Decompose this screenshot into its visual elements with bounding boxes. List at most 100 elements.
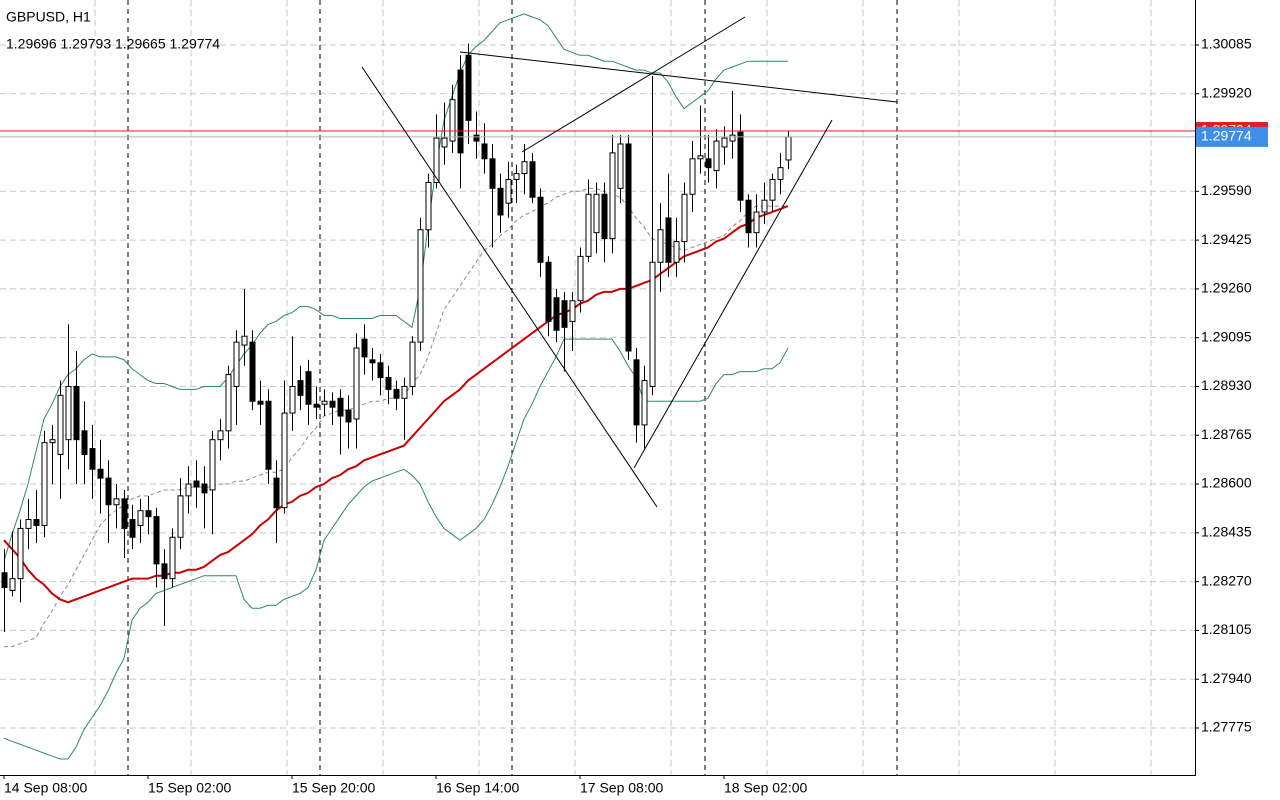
trendline	[633, 119, 833, 469]
candle-body	[457, 69, 464, 154]
candle-body	[753, 211, 760, 234]
candle-body	[673, 241, 680, 263]
candle-body	[705, 158, 712, 169]
candle-body	[409, 341, 416, 387]
candle-body	[561, 300, 568, 328]
candle-body	[697, 155, 704, 160]
candle-body	[145, 510, 152, 518]
candle-body	[113, 498, 120, 506]
x-tick-label: 17 Sep 08:00	[580, 780, 664, 796]
chart-title: GBPUSD, H1	[6, 9, 91, 25]
y-tick-label: 1.29920	[1201, 84, 1252, 100]
candle-body	[393, 388, 400, 399]
candle-body	[161, 563, 168, 580]
x-tick-label: 16 Sep 14:00	[436, 780, 520, 796]
candle-body	[761, 199, 768, 213]
candle-body	[665, 217, 672, 263]
candle-body	[353, 347, 360, 420]
period-separators	[127, 0, 898, 775]
candle-body	[193, 480, 200, 488]
candle-body	[385, 377, 392, 390]
candle-body	[297, 380, 304, 396]
candle-body	[577, 255, 584, 302]
candle-body	[521, 161, 528, 175]
y-tick-label: 1.28270	[1201, 572, 1252, 588]
candle-body	[369, 359, 376, 364]
candle-body	[497, 187, 504, 216]
candle-body	[97, 468, 104, 479]
y-tick-label: 1.30085	[1201, 36, 1252, 52]
candle-body	[129, 519, 136, 538]
candle-body	[209, 439, 216, 491]
candle-body	[585, 193, 592, 257]
candle-body	[529, 161, 536, 198]
candle-body	[105, 477, 112, 506]
candle-body	[217, 430, 224, 441]
candle-body	[505, 178, 512, 204]
candle-body	[729, 134, 736, 142]
candle-body	[73, 385, 80, 441]
indicator-line	[3, 338, 789, 760]
trendlines	[361, 16, 898, 508]
y-tick-label: 1.28435	[1201, 524, 1252, 540]
candle-body	[49, 439, 56, 444]
y-tick-label: 1.28600	[1201, 475, 1252, 491]
candle-body	[137, 510, 144, 526]
candle-body	[17, 527, 24, 580]
candle-body	[9, 578, 16, 591]
candle-body	[313, 403, 320, 408]
indicator-line	[3, 205, 789, 604]
candle-body	[657, 229, 664, 263]
candle-body	[81, 430, 88, 455]
candle-body	[737, 131, 744, 201]
candle-body	[785, 136, 792, 161]
candle-body	[769, 178, 776, 201]
candle-body	[545, 261, 552, 322]
candle-body	[721, 137, 728, 148]
indicator-line	[3, 13, 788, 562]
candle-body	[1, 572, 8, 589]
candle-body	[169, 536, 176, 580]
candle-body	[689, 158, 696, 195]
candle-body	[33, 519, 40, 526]
trendline	[521, 16, 746, 153]
candle-body	[417, 229, 424, 343]
candle-body	[345, 409, 352, 423]
candle-body	[185, 483, 192, 497]
y-tick-label: 1.29260	[1201, 280, 1252, 296]
candle-body	[25, 519, 32, 529]
candle-body	[681, 193, 688, 243]
candle-body	[329, 400, 336, 408]
grid	[0, 0, 1195, 775]
candle-body	[265, 400, 272, 470]
candle-body	[537, 196, 544, 263]
candle-body	[121, 498, 128, 529]
trendline	[361, 66, 658, 508]
x-tick-label: 15 Sep 20:00	[292, 780, 376, 796]
candle-body	[241, 335, 248, 346]
candle-body	[233, 341, 240, 387]
candle-body	[321, 400, 328, 405]
candle-body	[513, 173, 520, 180]
candle-body	[57, 394, 64, 455]
candle-body	[713, 140, 720, 172]
y-tick-label: 1.28765	[1201, 426, 1252, 442]
candle-body	[481, 143, 488, 160]
candle-body	[65, 385, 72, 441]
y-tick-label: 1.27940	[1201, 670, 1252, 686]
bid-label: 1.29774	[1201, 128, 1252, 144]
candle-body	[361, 338, 368, 358]
candle-body	[441, 137, 448, 148]
candle-body	[425, 181, 432, 231]
candle-body	[153, 516, 160, 565]
candle-body	[249, 341, 256, 402]
y-tick-label: 1.29095	[1201, 328, 1252, 344]
candle-body	[225, 374, 232, 432]
candle-body	[201, 483, 208, 494]
candle-body	[641, 380, 648, 426]
candle-body	[489, 158, 496, 189]
trendline	[459, 51, 898, 103]
